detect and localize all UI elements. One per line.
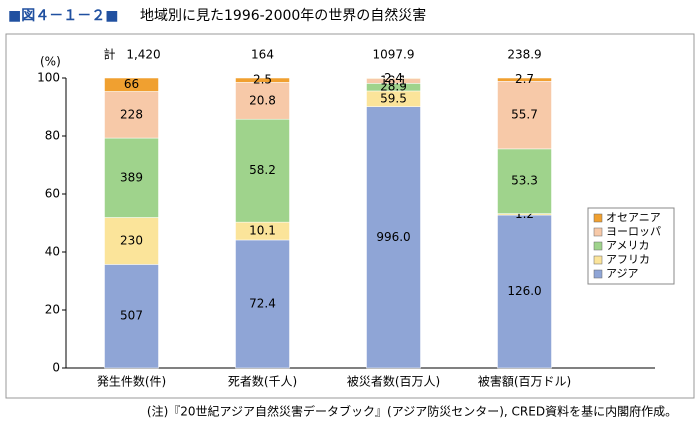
y-tick-label: 80 <box>45 129 60 143</box>
bar-segment <box>235 239 290 369</box>
value-label: 72.4 <box>249 296 276 310</box>
y-tick-label: 100 <box>37 71 60 85</box>
legend-swatch <box>593 241 603 251</box>
total-label: 238.9 <box>507 48 541 62</box>
legend-swatch <box>593 213 603 223</box>
legend-label: オセアニア <box>606 211 661 224</box>
value-label: 53.3 <box>511 174 538 188</box>
value-label: 2.5 <box>253 73 272 87</box>
legend-label: アジア <box>606 267 639 280</box>
bar-segment <box>497 77 552 82</box>
value-label: 230 <box>120 233 143 247</box>
value-label: 2.4 <box>384 71 403 85</box>
legend-label: アフリカ <box>606 253 650 266</box>
total-label: 1,420 <box>126 48 160 62</box>
x-tick-label: 被災者数(百万人) <box>347 374 440 389</box>
value-label: 389 <box>120 170 143 184</box>
y-tick-label: 60 <box>45 187 60 201</box>
y-unit: (%) <box>40 55 61 69</box>
legend-swatch <box>593 255 603 265</box>
x-tick-label: 発生件数(件) <box>97 374 166 389</box>
value-label: 20.8 <box>249 93 276 107</box>
bar-segment <box>104 77 159 92</box>
total-prefix: 計 <box>103 47 115 62</box>
value-label: 228 <box>120 107 143 121</box>
value-label: 10.1 <box>249 224 276 238</box>
chart-title: 地域別に見た1996-2000年の世界の自然災害 <box>140 7 426 24</box>
value-label: 2.7 <box>515 72 534 86</box>
bar-segment <box>104 137 159 218</box>
legend-label: アメリカ <box>606 239 649 252</box>
bar-segment <box>497 148 552 214</box>
total-label: 164 <box>251 48 274 62</box>
x-tick-label: 被害額(百万ドル) <box>478 374 571 389</box>
bar-segment <box>104 217 159 265</box>
frame <box>5 33 695 399</box>
value-label: 18.1 <box>380 74 407 88</box>
bar-segment <box>235 77 290 83</box>
y-tick-label: 40 <box>45 245 60 259</box>
value-label: 126.0 <box>507 284 541 298</box>
bar-segment <box>366 106 421 369</box>
legend-box <box>587 207 675 285</box>
total-label: 1097.9 <box>373 48 415 62</box>
value-label: 58.2 <box>249 163 276 177</box>
value-label: 507 <box>120 309 143 323</box>
legend-swatch <box>593 227 603 237</box>
y-tick-label: 0 <box>52 361 60 375</box>
bar-segment <box>366 77 421 79</box>
bar-segment <box>104 91 159 139</box>
y-tick-label: 20 <box>45 303 60 317</box>
note: (注)『20世紀アジア自然災害データブック』(アジア防災センター), CRED資… <box>147 404 677 419</box>
value-label: 996.0 <box>376 230 410 244</box>
bar-segment <box>497 214 552 369</box>
value-label: 66 <box>124 77 139 91</box>
figure-label: ■図４－１－２■ <box>8 8 118 24</box>
bar-segment <box>104 264 159 369</box>
bar-segment <box>235 82 290 120</box>
value-label: 59.5 <box>380 91 407 105</box>
legend-label: ヨーロッパ <box>606 225 661 238</box>
bar-segment <box>235 118 290 223</box>
legend-swatch <box>593 269 603 279</box>
x-tick-label: 死者数(千人) <box>228 374 297 389</box>
value-label: 55.7 <box>511 108 538 122</box>
